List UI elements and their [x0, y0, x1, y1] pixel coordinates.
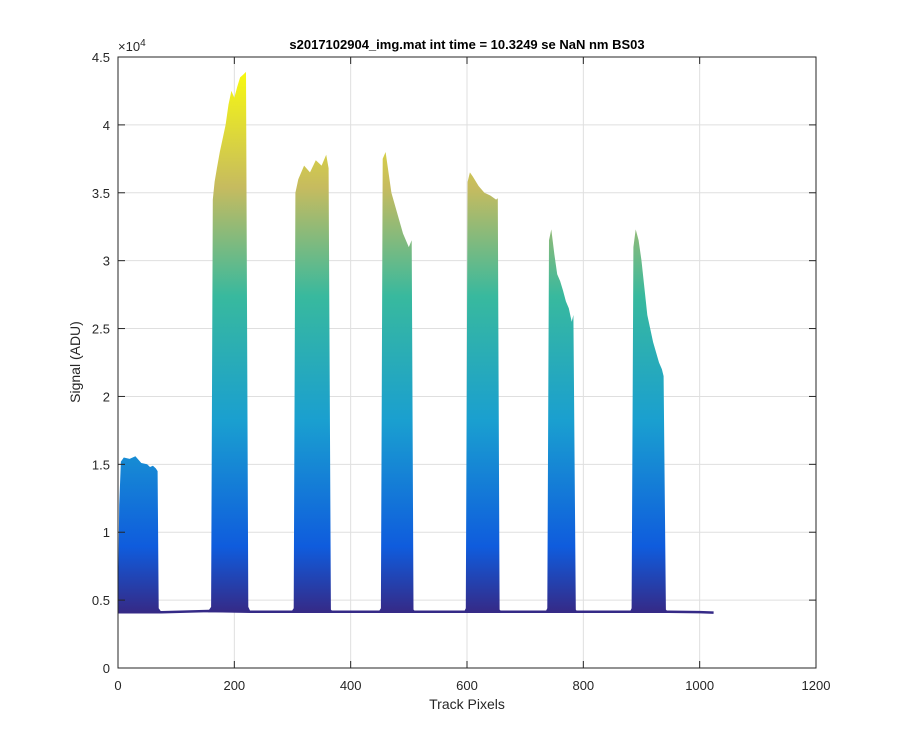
- axis-ticks: [117, 56, 817, 669]
- signal-band-5: [464, 172, 502, 613]
- y-tick-label: 2: [103, 389, 110, 404]
- y-tick-label: 0: [103, 661, 110, 676]
- y-tick-label: 3: [103, 254, 110, 269]
- y-tick-label: 4.5: [92, 50, 110, 65]
- x-axis-label: Track Pixels: [429, 696, 505, 712]
- signal-band-7: [629, 229, 669, 613]
- y-tick-label: 4: [103, 118, 110, 133]
- x-tick-label: 800: [572, 678, 594, 693]
- x-tick-label: 1000: [685, 678, 714, 693]
- signal-band-1: [118, 456, 162, 613]
- chart-title: s2017102904_img.mat int time = 10.3249 s…: [289, 37, 644, 52]
- y-axis-label: Signal (ADU): [67, 321, 83, 403]
- x-tick-labels: 0 200 400 600 800 1000 1200: [114, 678, 830, 693]
- x-tick-label: 1200: [802, 678, 831, 693]
- signal-band-4: [378, 152, 416, 613]
- signal-series: [118, 71, 714, 614]
- x-tick-label: 200: [223, 678, 245, 693]
- y-tick-labels: 0 0.5 1 1.5 2 2.5 3 3.5 4 4.5: [92, 50, 110, 676]
- signal-baseline: [118, 609, 714, 614]
- y-exponent-label: ×104: [118, 38, 146, 54]
- y-tick-label: 0.5: [92, 593, 110, 608]
- y-tick-label: 3.5: [92, 186, 110, 201]
- signal-band-6: [545, 229, 578, 613]
- signal-band-2: [208, 71, 251, 613]
- y-tick-label: 2.5: [92, 322, 110, 337]
- x-tick-label: 400: [340, 678, 362, 693]
- y-tick-label: 1: [103, 525, 110, 540]
- y-exponent-base: ×10: [118, 39, 140, 54]
- x-tick-label: 600: [456, 678, 478, 693]
- x-tick-label: 0: [114, 678, 121, 693]
- y-exponent-power: 4: [140, 38, 146, 49]
- signal-band-3: [291, 154, 334, 613]
- y-tick-label: 1.5: [92, 457, 110, 472]
